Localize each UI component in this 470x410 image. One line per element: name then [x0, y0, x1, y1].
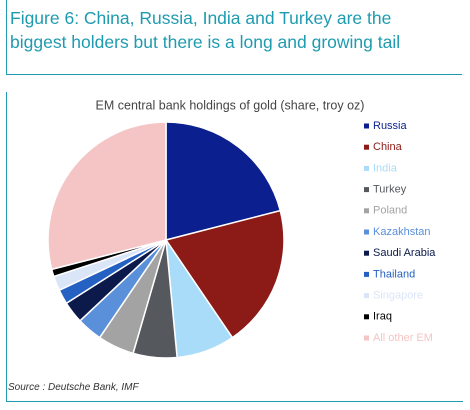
legend-swatch: [364, 314, 369, 320]
chart-title: EM central bank holdings of gold (share,…: [96, 98, 365, 112]
legend-swatch: [364, 293, 369, 299]
legend-swatch: [364, 250, 369, 256]
legend-swatch: [364, 208, 369, 214]
legend-swatch: [364, 123, 369, 129]
chart-frame: [6, 92, 463, 402]
legend-swatch: [364, 144, 369, 150]
title-border: [6, 0, 7, 74]
legend-label: Poland: [373, 205, 407, 217]
legend-label: Turkey: [373, 184, 407, 196]
legend-label: Singapore: [373, 290, 423, 302]
pie-slice: [165, 121, 282, 241]
legend-label: Saudi Arabia: [373, 247, 436, 259]
pie-slice: [164, 209, 285, 339]
figure-title: Figure 6: China, Russia, India and Turke…: [10, 8, 401, 52]
title-rule: [6, 74, 462, 75]
legend-label: Iraq: [373, 311, 392, 323]
legend-swatch: [364, 187, 369, 193]
legend-swatch: [364, 335, 369, 341]
legend-swatch: [364, 165, 369, 171]
legend-swatch: [364, 229, 369, 235]
legend-label: India: [373, 162, 398, 174]
legend-label: Thailand: [373, 268, 415, 280]
legend-label: All other EM: [373, 332, 433, 344]
legend-label: Kazakhstan: [373, 226, 430, 238]
legend-swatch: [364, 271, 369, 277]
source-note: Source : Deutsche Bank, IMF: [8, 382, 139, 393]
legend-label: China: [373, 141, 403, 153]
pie-slice: [47, 121, 167, 271]
legend-label: Russia: [373, 120, 408, 132]
